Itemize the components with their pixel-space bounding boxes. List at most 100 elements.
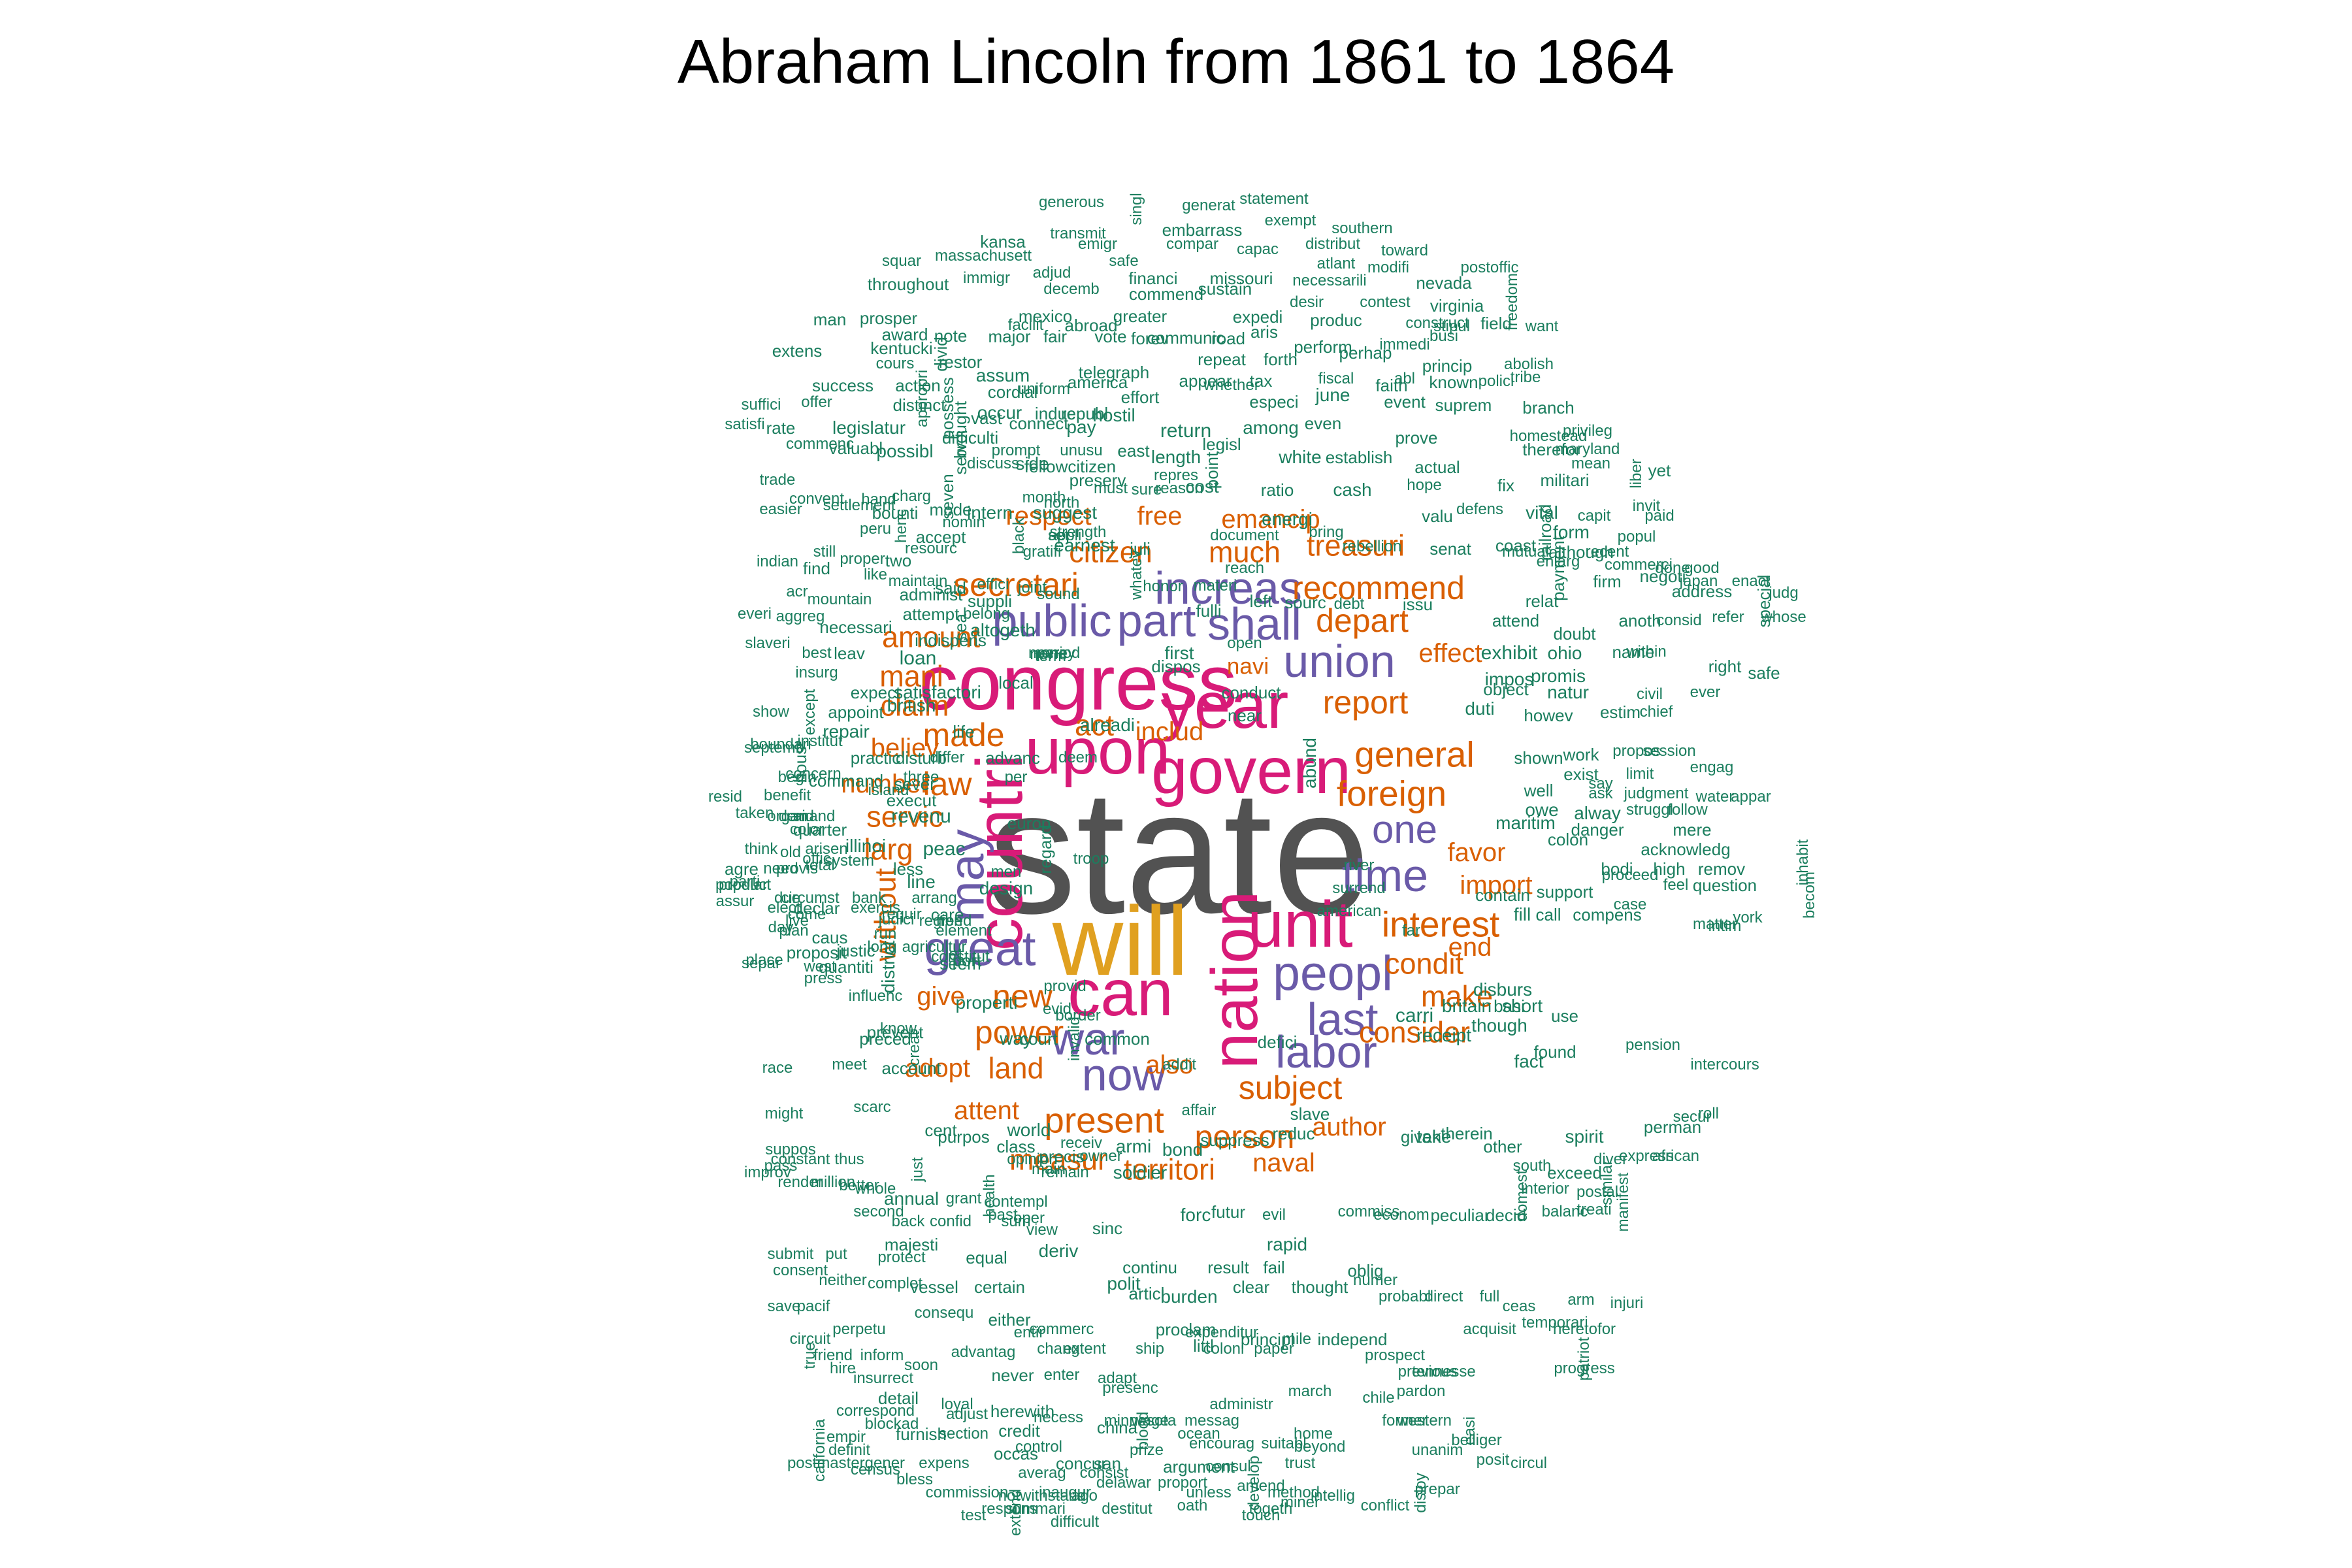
word-show: show (752, 703, 790, 721)
word-justic: justic (836, 941, 875, 960)
word-territori: territori (1123, 1152, 1216, 1186)
word-abund: abund (1299, 738, 1320, 789)
word-argument: argument (1163, 1457, 1235, 1477)
word-advantag: advantag (951, 1343, 1016, 1361)
word-side: side (1015, 453, 1049, 474)
word-safe: safe (1109, 252, 1139, 270)
word-averag: averag (1018, 1464, 1066, 1482)
word-contain: contain (1475, 885, 1530, 905)
word-firm: firm (1593, 572, 1622, 591)
word-maintain: maintain (888, 572, 948, 590)
word-men: men (990, 863, 1022, 881)
word-enter: enter (1043, 1366, 1080, 1384)
word-differ: differ (930, 749, 965, 766)
word-demand: demand (778, 808, 836, 825)
word-includ: includ (1135, 717, 1204, 746)
word-majesti: majesti (884, 1235, 939, 1254)
word-friend: friend (813, 1347, 853, 1364)
word-suffici: suffici (741, 396, 781, 414)
word-man: man (813, 310, 847, 329)
word-let: let (945, 944, 963, 964)
word-save: save (767, 1298, 801, 1315)
word-resourc: resourc (904, 540, 958, 557)
word-need: need (763, 860, 798, 877)
word-acquisit: acquisit (1463, 1320, 1516, 1338)
word-commenc: commenc (785, 435, 855, 453)
word-among: among (1243, 417, 1299, 438)
word-slave: slave (1290, 1104, 1330, 1124)
word-decid: decid (1485, 1205, 1527, 1225)
word-march: march (1288, 1382, 1332, 1400)
word-strength: strength (1049, 523, 1107, 541)
word-boundari: boundari (750, 736, 811, 753)
word-natur: natur (1547, 682, 1589, 702)
word-ever: ever (1690, 683, 1721, 701)
word-reduc: reduc (1272, 1124, 1315, 1143)
word-republ: republ (1060, 404, 1109, 423)
word-regard: regard (1036, 825, 1055, 874)
word-independ: independ (1317, 1330, 1388, 1349)
word-forth: forth (1263, 350, 1298, 369)
word-award: award (881, 325, 928, 344)
word-debt: debt (1333, 595, 1365, 613)
word-bring: bring (1309, 523, 1344, 541)
word-interior: interior (1521, 1180, 1569, 1198)
word-necessari: necessari (819, 617, 892, 637)
word-call: call (1535, 905, 1561, 924)
word-commend: commend (1128, 284, 1204, 304)
word-capac: capac (1236, 240, 1279, 258)
word-oblig: oblig (1347, 1261, 1384, 1281)
word-parti: parti (729, 873, 760, 890)
word-virginia: virginia (1429, 296, 1484, 316)
word-extens: extens (772, 341, 823, 361)
word-expedi: expedi (1232, 307, 1283, 327)
word-distribut: distribut (1305, 235, 1361, 253)
word-america: america (1067, 372, 1128, 392)
word-attempt: attempt (902, 604, 960, 624)
word-administr: administr (1209, 1396, 1273, 1413)
word-expenditur: expenditur (1184, 1324, 1259, 1341)
word-perform: perform (1294, 337, 1352, 357)
word-last: last (1307, 994, 1379, 1045)
word-african: african (1652, 1147, 1700, 1165)
word-test: test (960, 1507, 987, 1524)
word-know: know (879, 1020, 917, 1037)
word-payment: payment (1548, 536, 1568, 601)
word-proport: proport (1157, 1474, 1208, 1492)
word-paper: paper (1254, 1340, 1294, 1358)
word-suppos: suppos (765, 1141, 816, 1158)
word-pension: pension (1625, 1036, 1681, 1054)
word-actual: actual (1414, 457, 1460, 477)
word-preserv: preserv (1069, 470, 1126, 490)
word-revenu: revenu (891, 806, 951, 827)
word-tennesse: tennesse (1412, 1363, 1476, 1380)
word-major: major (988, 327, 1031, 346)
word-open: open (1227, 634, 1262, 652)
word-proper: proper (840, 550, 885, 568)
word-attent: attent (953, 1096, 1020, 1125)
word-port: port (952, 951, 982, 970)
word-work: work (1563, 745, 1599, 764)
word-confid: confid (929, 1213, 972, 1230)
word-creat: creat (906, 1031, 923, 1066)
word-legisl: legisl (1202, 434, 1241, 454)
word-invalid: invalid (1066, 1016, 1083, 1062)
word-return: return (1160, 420, 1212, 442)
word-bodi: bodi (1601, 859, 1633, 879)
word-financi: financi (1128, 269, 1178, 288)
word-continu: continu (1122, 1258, 1177, 1277)
word-induc: induc (1034, 404, 1076, 423)
word-caus: caus (811, 928, 848, 947)
word-just: just (909, 1157, 926, 1182)
word-especi: especi (1249, 392, 1299, 412)
word-york: york (1733, 909, 1763, 926)
word-econom: econom (1373, 1206, 1429, 1224)
word-proposit: proposit (786, 943, 847, 962)
word-evil: evil (1262, 1206, 1286, 1224)
word-advanc: advanc (985, 748, 1040, 768)
word-length: length (1151, 447, 1201, 467)
word-fellowcitizen: fellowcitizen (1024, 457, 1117, 476)
word-aris: aris (1250, 322, 1278, 342)
word-american: american (1316, 902, 1382, 920)
word-high: high (1653, 859, 1686, 879)
